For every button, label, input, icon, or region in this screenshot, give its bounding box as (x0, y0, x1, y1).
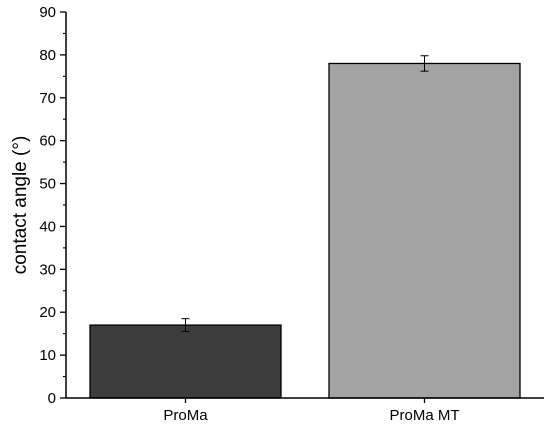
error-bars (181, 55, 429, 333)
bar-proma (89, 324, 282, 399)
y-tick-label: 80 (39, 47, 56, 64)
y-tick-label: 40 (39, 218, 56, 235)
y-tick-label: 90 (39, 4, 56, 21)
y-tick-label: 0 (48, 390, 56, 407)
y-tick-label: 50 (39, 176, 56, 193)
x-ticks: ProMa ProMa MT (163, 398, 460, 424)
y-tick-label: 60 (39, 133, 56, 150)
y-tick-label: 70 (39, 90, 56, 107)
bar-proma-mt (328, 62, 521, 399)
y-tick-label: 30 (39, 261, 56, 278)
y-axis-label: contact angle (°) (10, 136, 31, 275)
x-tick-label: ProMa (163, 407, 208, 424)
bars (89, 62, 521, 399)
y-tick-label: 10 (39, 347, 56, 364)
x-tick-label: ProMa MT (389, 407, 459, 424)
y-ticks: 0 10 20 30 40 50 60 70 80 90 (39, 4, 66, 407)
y-tick-label: 20 (39, 304, 56, 321)
